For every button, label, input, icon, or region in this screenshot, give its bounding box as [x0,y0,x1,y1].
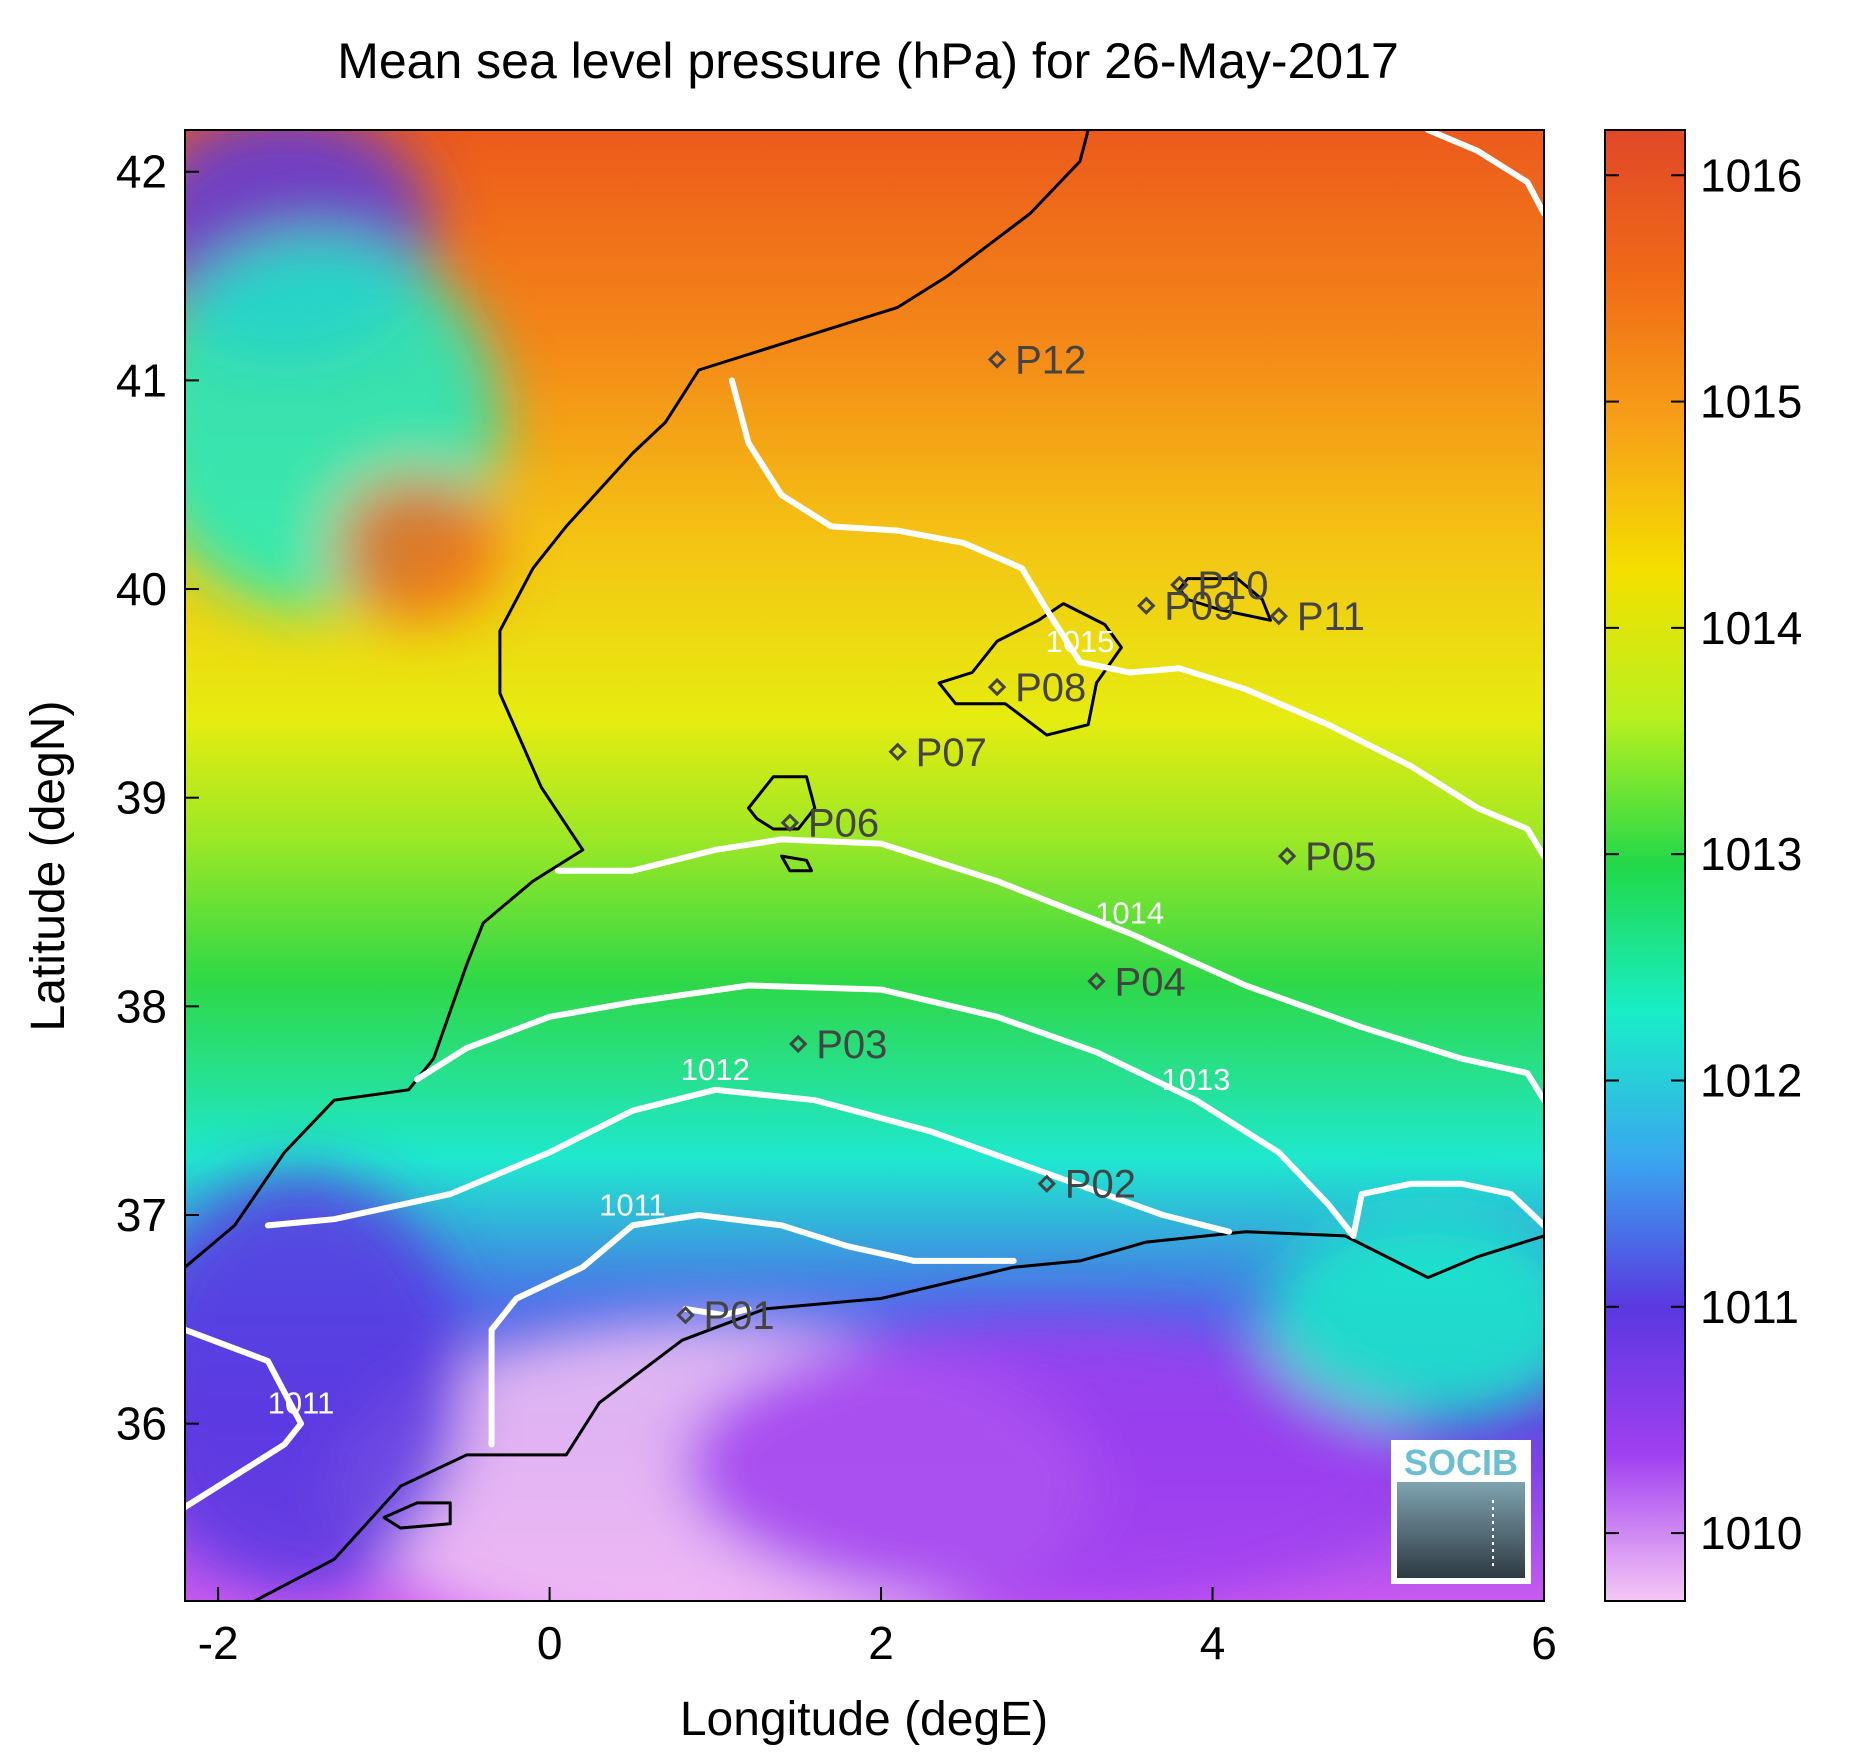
x-tick-label: 6 [1531,1617,1557,1669]
coastline-africa [251,1230,1544,1601]
station-label-p12: P12 [1015,339,1086,383]
station-label-p10: P10 [1197,564,1268,608]
colorbar-tick-label: 1013 [1700,828,1802,880]
station-marker-p09 [1137,596,1156,615]
station-label-p05: P05 [1305,835,1376,879]
isobar-1014 [554,836,1544,1104]
isobar-1013 [414,982,1544,1239]
isobar-label-1012: 1012 [681,1052,750,1087]
isobar-1012 [264,1086,1233,1235]
y-tick-label: 40 [116,563,167,615]
colorbar-ticks: 1010 1011 1012 1013 1014 1015 1016 [1605,149,1802,1559]
isobar-label-1013: 1013 [1161,1062,1230,1097]
station-label-p08: P08 [1015,666,1086,710]
colorbar-tick-label: 1011 [1700,1281,1799,1333]
station-label-p06: P06 [808,802,879,846]
x-axis-ticks: -2 0 2 4 6 [198,1587,1557,1669]
isobar-label-1015: 1015 [1045,624,1114,659]
colorbar-scale [1604,129,1686,1602]
x-tick-label: -2 [198,1617,239,1669]
station-marker-p02 [1037,1174,1056,1193]
field-atlas_low [682,1319,1412,1601]
station-marker-p11 [1269,606,1289,626]
y-tick-label: 36 [116,1398,167,1450]
isobar-1015 [728,377,1544,860]
plot-frame [184,129,1545,1602]
station-label-p02: P02 [1065,1163,1136,1207]
coastlines [185,130,1544,1601]
colorbar-tick-label: 1015 [1700,376,1802,428]
y-tick-label: 37 [116,1189,167,1241]
station-marker-p03 [789,1034,808,1054]
colorbar-tick-label: 1010 [1700,1507,1802,1559]
coastline-formentera [780,854,813,873]
station-marker-p06 [780,813,800,832]
colorbar-tick-label: 1014 [1700,602,1802,654]
coastline-iberia [185,130,1090,1269]
field-west_blue [185,1173,467,1591]
y-axis-label: Latitude (degN) [22,701,75,1032]
colorbar-tick-label: 1012 [1700,1054,1802,1106]
isobar-label-1011: 1011 [268,1386,335,1421]
isobar-1011 [185,1326,304,1511]
pressure-field-anomalies [185,130,1544,1601]
y-tick-label: 38 [116,980,167,1032]
colorbar: 1010 1011 1012 1013 1014 1015 1016 [1604,129,1802,1602]
y-tick-label: 39 [116,772,167,824]
x-tick-label: 4 [1200,1617,1226,1669]
isobar-1011 [682,1305,752,1319]
field-east_cyan [1262,1215,1544,1424]
station-marker-p08 [987,677,1007,697]
socib-logo-text: SOCIB [1404,1442,1518,1483]
isobar-1011 [488,1212,1017,1448]
socib-logo: SOCIB [1391,1440,1531,1584]
x-tick-label: 0 [537,1617,563,1669]
station-label-p09: P09 [1164,585,1235,629]
station-marker-p04 [1087,972,1106,991]
station-marker-p07 [888,742,907,761]
map-plot-area: 1011 1011 1012 1013 1014 1015 P01 P02 P03 P04 P05… [185,130,1544,1601]
field-iberian_high [334,474,500,621]
station-label-p07: P07 [916,731,987,775]
isobar-contours: 1011 1011 1012 1013 1014 1015 [185,130,1544,1511]
coastline-alboran_small [382,1501,452,1530]
isobar-1015 [1425,130,1544,217]
coastline-ibiza [747,775,817,831]
station-label-p04: P04 [1115,960,1186,1004]
y-axis-ticks: 36 37 38 39 40 41 42 [116,146,199,1450]
x-axis-label: Longitude (degE) [680,1693,1048,1746]
station-marker-p01 [676,1305,695,1325]
chart-title: Mean sea level pressure (hPa) for 26-May… [337,33,1399,89]
station-marker-p12 [987,350,1007,369]
station-label-p01: P01 [704,1294,775,1338]
x-tick-label: 2 [868,1617,894,1669]
isobar-label-1011: 1011 [599,1187,666,1222]
y-tick-label: 41 [116,354,167,406]
station-marker-p05 [1277,846,1297,866]
station-label-p03: P03 [816,1023,887,1067]
station-marker-p10 [1170,575,1189,595]
colorbar-tick-label: 1016 [1700,149,1802,201]
station-label-p11: P11 [1297,595,1365,639]
isobar-label-1014: 1014 [1095,895,1164,930]
y-tick-label: 42 [116,146,167,198]
